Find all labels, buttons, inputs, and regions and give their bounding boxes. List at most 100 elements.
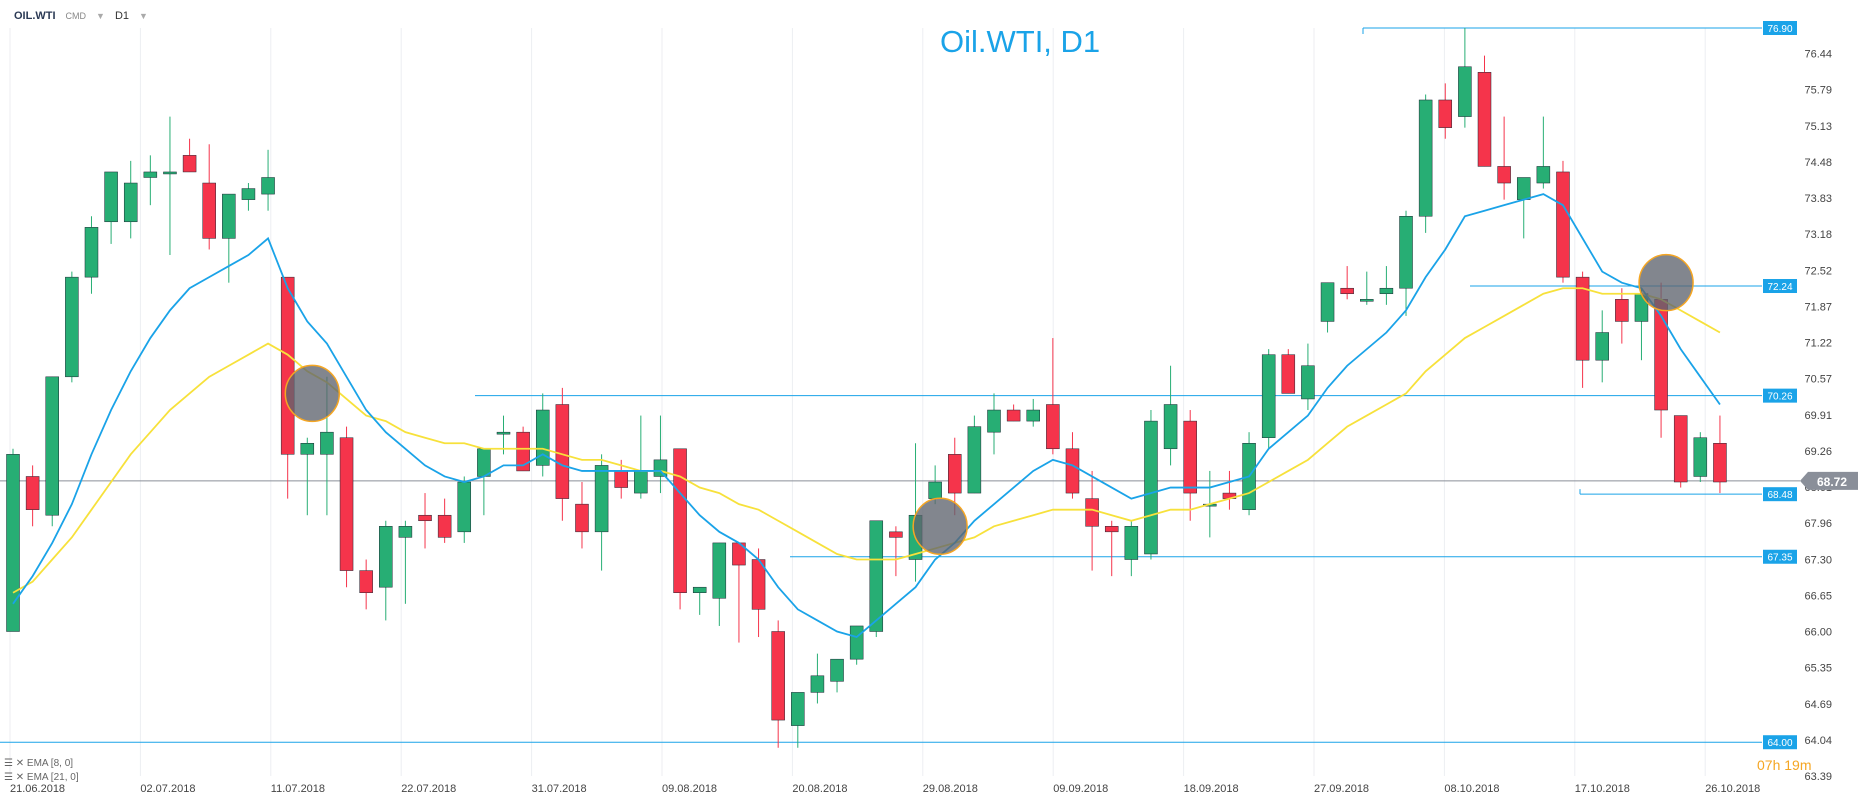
- candle: [1006, 404, 1021, 422]
- y-tick-label: 64.04: [1804, 735, 1832, 747]
- crossover-marker: [284, 364, 341, 423]
- candle-body: [1615, 299, 1629, 322]
- candle: [163, 116, 177, 256]
- candle-body: [849, 625, 864, 660]
- x-tick-label: 31.07.2018: [532, 783, 587, 795]
- candle: [732, 542, 746, 643]
- x-tick-label: 20.08.2018: [792, 783, 847, 795]
- candle: [398, 520, 413, 604]
- legend-ema-fast-label: EMA [8, 0]: [26, 758, 74, 769]
- candle-body: [359, 570, 373, 593]
- candle-body: [1497, 166, 1511, 184]
- candle-body: [1713, 442, 1727, 483]
- candle-body: [967, 426, 982, 494]
- level-price-tag: [1763, 487, 1797, 502]
- candle: [1163, 365, 1178, 466]
- candle-body: [712, 542, 727, 599]
- legend-ema-fast[interactable]: ☰ ✕ EMA [8, 0]: [4, 758, 73, 769]
- chevron-down-icon[interactable]: ▼: [96, 11, 105, 21]
- candle: [1320, 282, 1335, 333]
- level-price-label: 67.35: [1767, 553, 1792, 564]
- symbol-label[interactable]: OIL.WTI: [14, 10, 56, 22]
- candle: [241, 183, 256, 211]
- candle-body: [575, 503, 589, 533]
- candle-body: [1026, 409, 1040, 422]
- legend-ema-slow[interactable]: ☰ ✕ EMA [21, 0]: [4, 772, 79, 783]
- candle-body: [6, 454, 20, 632]
- level-price-tag: [1763, 279, 1797, 294]
- candle: [1556, 160, 1570, 283]
- candle-body: [1085, 498, 1099, 527]
- candle: [202, 144, 216, 250]
- candle: [1615, 288, 1629, 344]
- candle: [1516, 177, 1531, 239]
- candle-body: [202, 182, 216, 239]
- candle: [1673, 415, 1688, 488]
- candle: [418, 493, 432, 549]
- candle: [712, 542, 727, 626]
- candle-body: [437, 514, 452, 538]
- candle: [830, 658, 844, 693]
- candle: [300, 437, 315, 516]
- candle: [45, 376, 59, 527]
- x-tick-label: 17.10.2018: [1575, 783, 1630, 795]
- level-price-label: 70.26: [1767, 392, 1792, 403]
- candle: [104, 171, 118, 244]
- candle: [496, 415, 511, 455]
- y-tick-label: 69.91: [1804, 410, 1832, 422]
- ema-slow-line: [12, 287, 1721, 594]
- candle: [1713, 415, 1727, 494]
- candle-body: [948, 454, 962, 494]
- candle: [261, 149, 275, 211]
- x-tick-label: 08.10.2018: [1444, 783, 1499, 795]
- candle: [1379, 266, 1394, 305]
- y-tick-label: 76.44: [1804, 48, 1832, 60]
- candle-body: [398, 526, 413, 538]
- candle-body: [1673, 415, 1688, 483]
- y-tick-label: 67.30: [1804, 555, 1832, 567]
- level-price-tag: [1763, 388, 1797, 403]
- timeframe-label[interactable]: D1: [114, 10, 130, 22]
- x-tick-label: 09.08.2018: [662, 783, 717, 795]
- candle-body: [1477, 72, 1492, 167]
- y-tick-label: 66.65: [1804, 591, 1832, 603]
- candle: [810, 653, 825, 704]
- candle-body: [1360, 299, 1374, 302]
- candle-body: [1163, 404, 1178, 450]
- y-tick-label: 73.18: [1804, 229, 1832, 241]
- candle: [849, 625, 864, 665]
- candle-body: [320, 431, 334, 455]
- candle-body: [339, 437, 354, 571]
- chevron-down-icon[interactable]: ▼: [139, 11, 148, 21]
- candle-body: [1379, 287, 1394, 295]
- candle: [65, 271, 79, 383]
- candle-body: [830, 658, 844, 682]
- candle-body: [280, 276, 295, 455]
- candle-body: [673, 448, 687, 593]
- instrument-type: CMD: [65, 11, 87, 21]
- candle-body: [1536, 166, 1551, 184]
- current-price-tag: [1800, 471, 1858, 490]
- candle-body: [1516, 177, 1531, 200]
- candle-body: [123, 182, 138, 223]
- chart-toolbar: OIL.WTI CMD ▼ D1 ▼: [14, 10, 148, 22]
- candle-body: [477, 448, 491, 477]
- candle-body: [1046, 404, 1060, 450]
- candle: [1654, 282, 1668, 438]
- candle: [123, 160, 138, 239]
- candle-body: [1693, 437, 1708, 477]
- candle: [182, 138, 197, 173]
- candle: [1418, 94, 1433, 233]
- x-tick-label: 02.07.2018: [140, 783, 195, 795]
- candle: [1693, 432, 1708, 483]
- candle: [379, 520, 393, 621]
- candle: [437, 498, 452, 543]
- candle: [575, 482, 589, 549]
- candle-body: [25, 476, 40, 510]
- candle-body: [261, 177, 275, 195]
- y-tick-label: 71.22: [1804, 337, 1832, 349]
- candle: [1085, 470, 1099, 571]
- level-price-label: 72.24: [1767, 282, 1792, 293]
- candle-body: [1438, 99, 1453, 128]
